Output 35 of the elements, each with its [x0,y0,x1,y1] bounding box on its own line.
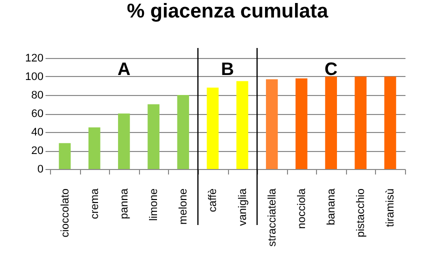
bar [88,127,100,169]
x-tick-label: tiramisù [384,188,397,228]
annotation: B [221,59,234,79]
x-tick-label: vaniglia [236,188,249,226]
bar [236,81,248,169]
bar [354,76,367,169]
annotation: A [117,59,130,79]
x-tick-label: nocciola [296,188,308,229]
y-tick-label: 0 [37,164,44,176]
x-tick-label: banana [326,188,338,226]
x-tick-label: crema [88,188,101,220]
annotation: C [324,59,338,79]
bar [118,114,130,169]
bar [384,76,396,169]
y-tick-label: 20 [31,145,44,157]
x-tick-label: melone [178,188,190,225]
y-tick-label: 80 [31,90,44,102]
bar [296,78,308,169]
y-tick-label: 40 [31,126,44,138]
x-tick-label: caffè [207,188,220,212]
chart-title: % giacenza cumulata [126,0,329,22]
y-tick-label: 100 [25,71,44,83]
bar [325,76,337,169]
x-tick-label: limone [148,188,160,221]
bar [58,143,71,169]
y-tick-label: 60 [31,108,44,120]
y-tick-label: 120 [25,52,44,64]
bar [177,95,190,169]
bar [148,104,160,169]
bar [266,79,278,169]
x-tick-label: panna [118,188,130,220]
x-tick-label: cioccolato [59,188,72,238]
x-tick-label: stracciatella [266,188,278,247]
x-tick-label: pistacchio [355,188,368,238]
bar [206,88,219,169]
